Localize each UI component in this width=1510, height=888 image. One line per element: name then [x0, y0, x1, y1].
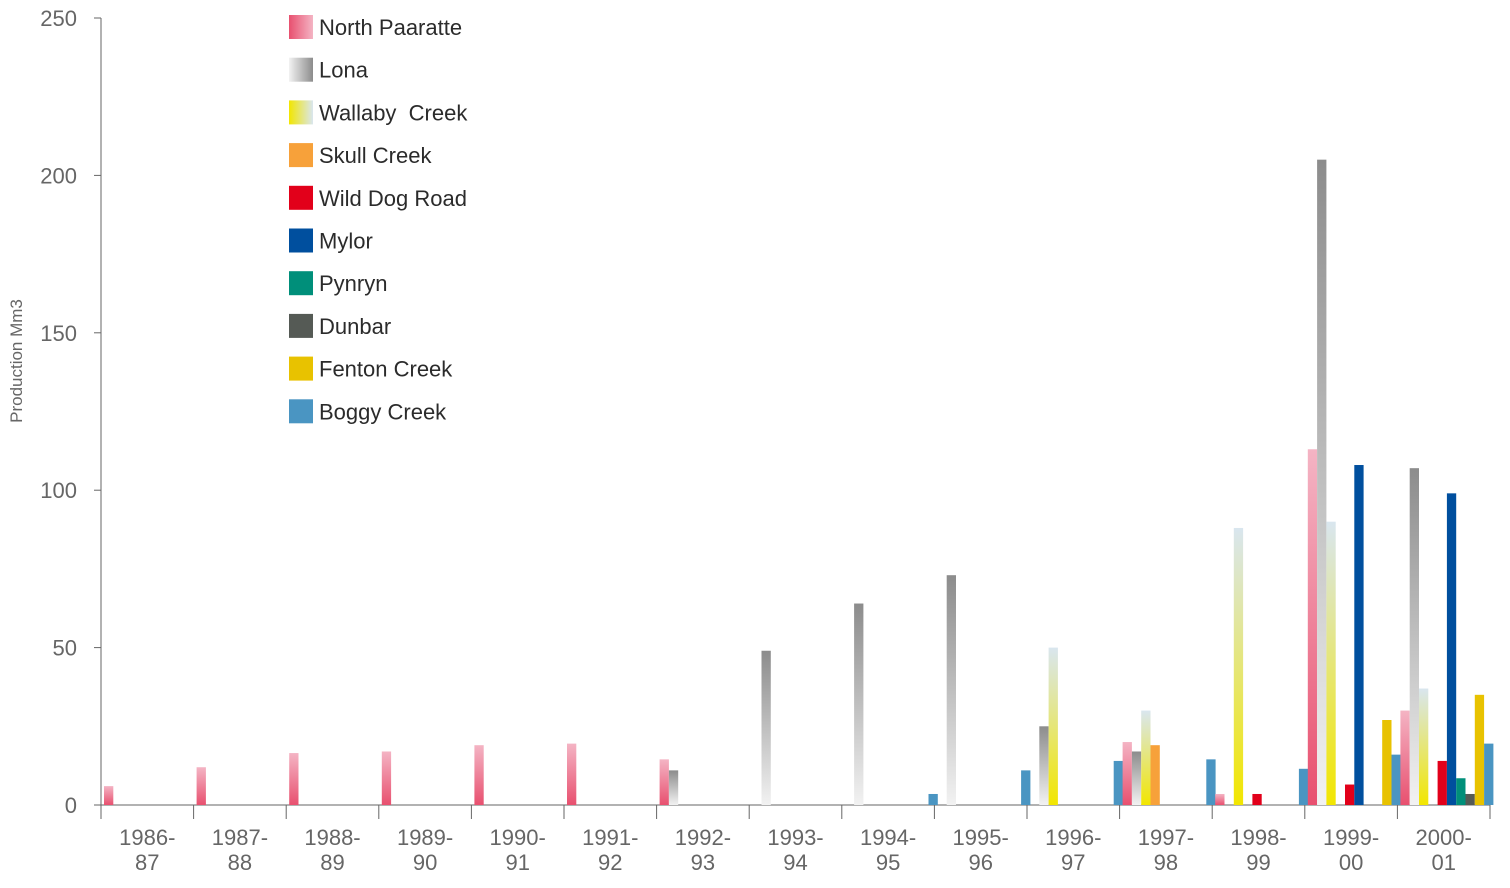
bar-lona-1994-95	[854, 603, 864, 805]
legend-swatch	[289, 356, 313, 381]
x-tick-label: 1996-97	[1045, 825, 1101, 875]
legend-swatch	[289, 57, 313, 82]
bar-wild-dog-road-1998-99	[1252, 793, 1262, 805]
bar-north-paaratte-1999-00	[1307, 449, 1318, 805]
legend-label: Dunbar	[319, 314, 391, 339]
legend: North Paaratte Lona Wallaby Creek Skull Cre…	[289, 15, 468, 424]
bar-mylor-1999-00	[1354, 465, 1364, 805]
bar-wild-dog-road-2000-01	[1437, 760, 1447, 805]
legend-label: North Paaratte	[319, 15, 462, 40]
legend-label: Pynryn	[319, 271, 387, 296]
bar-pynryn-2000-01	[1456, 778, 1466, 805]
bar-north-paaratte-1991-92	[567, 743, 577, 805]
bar-boggy-creek-1998-99	[1298, 768, 1309, 805]
y-axis-title: Production Mm3	[7, 299, 26, 423]
bar-fenton-creek-2000-01	[1474, 694, 1485, 805]
bar-north-paaratte-1992-93	[659, 759, 669, 805]
bar-north-paaratte-1988-89	[289, 753, 299, 805]
y-axis-title-group: Production Mm3	[7, 299, 26, 423]
y-tick-label: 0	[65, 793, 77, 818]
bar-lona-1995-96	[946, 575, 956, 805]
legend-swatch	[289, 15, 313, 39]
y-axis-ticks: 0 50 100 150 200 250	[40, 6, 101, 818]
x-tick-label: 1992-93	[675, 825, 731, 875]
legend-label: Skull Creek	[319, 143, 432, 168]
legend-label: Wild Dog Road	[319, 186, 467, 211]
bar-boggy-creek-1999-00	[1391, 754, 1401, 805]
legend-label: Fenton Creek	[319, 357, 453, 382]
bar-boggy-creek-2000-01	[1484, 743, 1494, 805]
bar-wallaby-creek-1999-00	[1326, 521, 1336, 805]
bar-north-paaratte-1997-98	[1122, 742, 1132, 805]
legend-label: Lona	[319, 58, 369, 83]
y-tick-label: 200	[40, 163, 77, 188]
bar-north-paaratte-1998-99	[1215, 793, 1225, 805]
bar-north-paaratte-1987-88	[196, 767, 206, 805]
bar-wallaby-creek-2000-01	[1419, 688, 1429, 805]
bar-boggy-creek-1997-98	[1206, 759, 1216, 805]
bar-wild-dog-road-1999-00	[1345, 784, 1355, 805]
x-tick-label: 1993-94	[767, 825, 823, 875]
bar-boggy-creek-1995-96	[1021, 770, 1031, 805]
legend-swatch	[289, 143, 313, 168]
bar-dunbar-2000-01	[1465, 793, 1475, 805]
bar-boggy-creek-1994-95	[928, 793, 938, 805]
x-axis-ticks: 1986-87 1987-88 1988-89 1989-90 1990-91 1991-…	[100, 805, 1491, 875]
y-tick-label: 250	[40, 6, 77, 31]
bar-lona-2000-01	[1409, 468, 1419, 805]
y-tick-label: 100	[40, 478, 77, 503]
bar-lona-1999-00	[1317, 159, 1327, 805]
x-tick-label: 1991-92	[582, 825, 638, 875]
bar-wallaby-creek-1996-97	[1048, 647, 1058, 805]
x-tick-label: 1998-99	[1230, 825, 1286, 875]
bars	[104, 159, 1494, 805]
bar-lona-1992-93	[668, 770, 679, 805]
bar-lona-1996-97	[1039, 726, 1049, 805]
bar-north-paaratte-1986-87	[104, 786, 114, 805]
bar-mylor-2000-01	[1446, 493, 1457, 805]
x-tick-label: 1994-95	[860, 825, 916, 875]
legend-swatch	[289, 100, 313, 125]
x-tick-label: 2000-01	[1416, 825, 1472, 875]
y-tick-label: 50	[53, 636, 77, 661]
legend-swatch	[289, 228, 313, 253]
legend-swatch	[289, 399, 313, 424]
bar-fenton-creek-1999-00	[1382, 720, 1392, 805]
x-tick-label: 1999-00	[1323, 825, 1379, 875]
legend-swatch	[289, 185, 313, 210]
x-tick-label: 1990-91	[490, 825, 546, 875]
bar-wallaby-creek-1998-99	[1233, 527, 1244, 805]
bar-wallaby-creek-1997-98	[1141, 710, 1151, 805]
legend-label: Wallaby Creek	[319, 100, 468, 125]
legend-label: Mylor	[319, 229, 373, 254]
legend-swatch	[289, 313, 313, 338]
legend-swatch	[289, 271, 313, 296]
bar-lona-1993-94	[761, 650, 771, 805]
x-tick-label: 1995-96	[953, 825, 1009, 875]
bar-north-paaratte-1990-91	[474, 745, 484, 805]
y-tick-label: 150	[40, 321, 77, 346]
x-tick-label: 1989-90	[397, 825, 453, 875]
bar-skull-creek-1997-98	[1150, 745, 1160, 805]
x-tick-label: 1987-88	[212, 825, 268, 875]
x-tick-label: 1988-89	[304, 825, 360, 875]
legend-label: Boggy Creek	[319, 399, 447, 424]
bar-north-paaratte-1989-90	[381, 751, 392, 805]
bar-lona-1997-98	[1131, 751, 1142, 805]
x-tick-label: 1997-98	[1138, 825, 1194, 875]
bar-boggy-creek-1996-97	[1113, 760, 1123, 805]
bar-north-paaratte-2000-01	[1400, 710, 1410, 805]
x-tick-label: 1986-87	[119, 825, 175, 875]
